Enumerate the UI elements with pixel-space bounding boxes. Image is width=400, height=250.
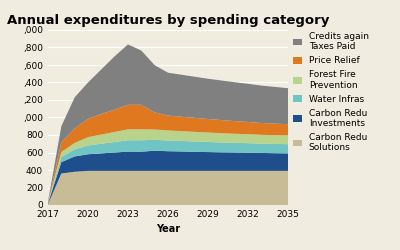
X-axis label: Year: Year [156,224,180,234]
Legend: Credits again
Taxes Paid, Price Relief, Forest Fire
Prevention, Water Infras, Ca: Credits again Taxes Paid, Price Relief, … [292,31,370,153]
Title: Annual expenditures by spending category: Annual expenditures by spending category [7,14,329,28]
